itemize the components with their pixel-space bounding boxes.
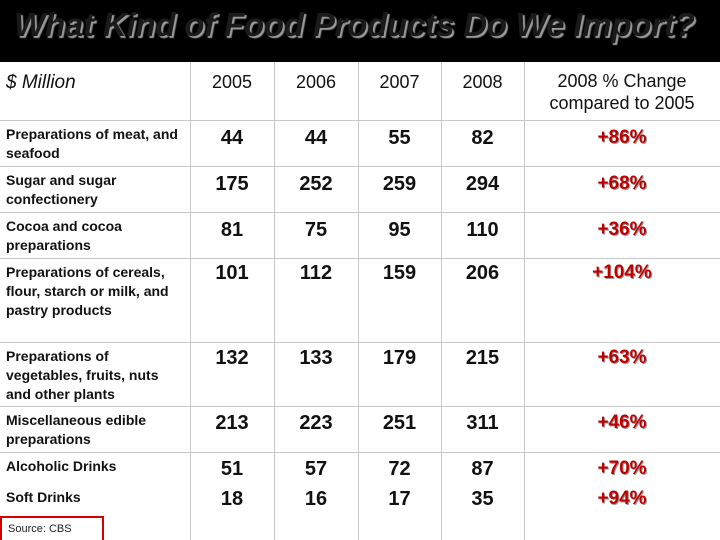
change-header: 2008 % Change compared to 2005 [524, 70, 720, 114]
cell-cereals-2006: 112 [299, 262, 333, 284]
cell-cocoa-2005: 81 [220, 219, 244, 241]
import-table: $ Million 2005 2006 2007 2008 2008 % Cha… [0, 62, 720, 540]
row-label-cereals: Preparations of cereals, flour, starch o… [6, 264, 169, 318]
row-label-alcoholic-drinks: Alcoholic Drinks [6, 458, 117, 474]
page-title: What Kind of Food Products Do We Import? [14, 6, 695, 43]
year-2005-header: 2005 [211, 72, 253, 92]
cell-soft-drinks-change: +94% [597, 488, 647, 509]
cell-alcoholic-2005: 51 [220, 458, 244, 480]
cell-miscellaneous-change: +46% [597, 412, 647, 433]
row-label-soft-drinks: Soft Drinks [6, 489, 81, 505]
cell-cereals-2005: 101 [215, 262, 249, 284]
cell-alcoholic-change: +70% [597, 458, 647, 479]
row-label-sugar: Sugar and sugar confectionery [6, 172, 117, 207]
cell-meat-change: +86% [597, 127, 647, 148]
source-note: Source: CBS [0, 516, 104, 540]
cell-meat-2008: 82 [471, 127, 494, 149]
cell-cocoa-change: +36% [597, 219, 647, 240]
cell-cereals-change: +104% [592, 262, 652, 283]
cell-meat-2006: 44 [304, 127, 328, 149]
year-2008-header: 2008 [462, 72, 503, 92]
cell-miscellaneous-2005: 213 [215, 412, 249, 434]
cell-vegetables-2006: 133 [299, 347, 333, 369]
cell-sugar-2007: 259 [382, 173, 417, 195]
unit-label: $ Million [6, 72, 76, 93]
cell-alcoholic-2006: 57 [304, 458, 328, 480]
row-label-meat: Preparations of meat, and seafood [6, 126, 178, 161]
cell-miscellaneous-2007: 251 [382, 412, 417, 434]
cell-vegetables-2008: 215 [465, 347, 500, 369]
row-label-miscellaneous: Miscellaneous edible preparations [6, 412, 147, 447]
cell-vegetables-2007: 179 [382, 347, 417, 369]
cell-cereals-2007: 159 [382, 262, 417, 284]
cell-sugar-2006: 252 [299, 173, 333, 195]
cell-sugar-2005: 175 [215, 173, 249, 195]
change-header-line1: 2008 % Change [557, 71, 687, 91]
cell-miscellaneous-2006: 223 [299, 412, 333, 434]
cell-sugar-2008: 294 [465, 173, 500, 195]
cell-vegetables-2005: 132 [215, 347, 249, 369]
cell-cereals-2008: 206 [465, 262, 500, 284]
cell-alcoholic-2007: 72 [388, 458, 411, 480]
change-header-line2: compared to 2005 [549, 93, 695, 113]
cell-soft-drinks-2006: 16 [304, 488, 328, 510]
cell-cocoa-2006: 75 [304, 219, 328, 241]
cell-alcoholic-2008: 87 [471, 458, 494, 480]
cell-miscellaneous-2008: 311 [466, 412, 499, 434]
cell-soft-drinks-2007: 17 [388, 488, 411, 510]
cell-vegetables-change: +63% [597, 347, 647, 368]
cell-soft-drinks-2005: 18 [220, 488, 244, 510]
year-2007-header: 2007 [379, 72, 420, 92]
row-label-vegetables: Preparations of vegetables, fruits, nuts… [6, 348, 159, 402]
cell-cocoa-2007: 95 [388, 219, 411, 241]
cell-meat-2005: 44 [220, 127, 244, 149]
cell-meat-2007: 55 [388, 127, 411, 149]
cell-sugar-change: +68% [597, 173, 647, 194]
year-2006-header: 2006 [295, 72, 337, 92]
row-label-cocoa: Cocoa and cocoa preparations [6, 218, 122, 253]
cell-soft-drinks-2008: 35 [471, 488, 494, 510]
cell-cocoa-2008: 110 [466, 219, 499, 241]
